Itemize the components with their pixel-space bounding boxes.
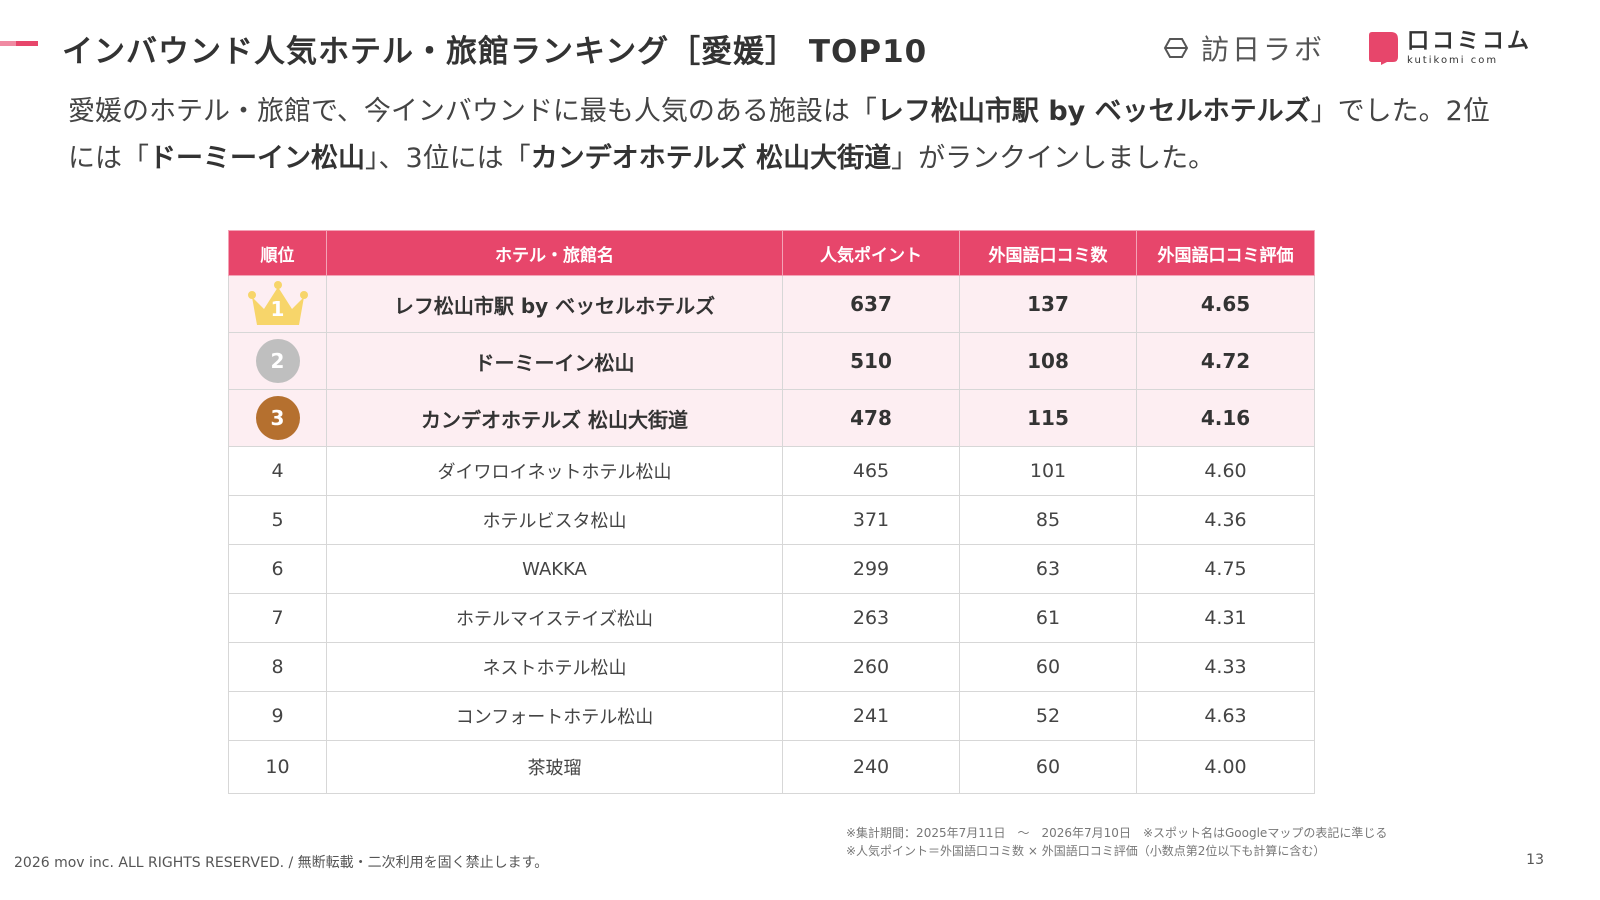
rating-value: 4.36 <box>1136 495 1315 545</box>
table-row: 2 ドーミーイン松山 510 108 4.72 <box>228 332 1315 390</box>
rating-value: 4.65 <box>1136 275 1315 333</box>
table-row: 8 ネストホテル松山 260 60 4.33 <box>228 642 1315 692</box>
hotel-name: ホテルマイステイズ松山 <box>326 593 783 643</box>
points-value: 299 <box>782 544 960 594</box>
header-points: 人気ポイント <box>782 230 960 276</box>
table-row: 10 茶玻瑠 240 60 4.00 <box>228 740 1315 794</box>
table-row: 7 ホテルマイステイズ松山 263 61 4.31 <box>228 593 1315 643</box>
bronze-medal-icon: 3 <box>255 396 300 440</box>
rank-cell: 1 <box>228 275 327 333</box>
reviews-value: 108 <box>959 332 1137 390</box>
ranking-table: 順位 ホテル・旅館名 人気ポイント 外国語口コミ数 外国語口コミ評価 1 レ <box>228 230 1315 794</box>
kuchikomi-com-logo-subtext: kutikomi com <box>1406 54 1499 66</box>
lead-text-1: 愛媛のホテル・旅館で、今インバウンドに最も人気のある施設は「 <box>68 96 877 127</box>
footnote-formula: ※人気ポイント＝外国語口コミ数 × 外国語口コミ評価（小数点第2位以下も計算に含… <box>846 844 1326 858</box>
rating-value: 4.60 <box>1136 446 1315 496</box>
reviews-value: 52 <box>959 691 1137 741</box>
rank-cell: 4 <box>228 446 327 496</box>
reviews-value: 61 <box>959 593 1137 643</box>
page-title: インバウンド人気ホテル・旅館ランキング［愛媛］ TOP10 <box>62 34 928 70</box>
rating-value: 4.33 <box>1136 642 1315 692</box>
lead-hotel-1: レフ松山市駅 by ベッセルホテルズ <box>876 96 1311 127</box>
points-value: 371 <box>782 495 960 545</box>
rank-cell: 3 <box>228 389 327 447</box>
houmon-lab-logo-text: 訪日ラボ <box>1200 33 1325 66</box>
table-row: 6 WAKKA 299 63 4.75 <box>228 544 1315 594</box>
rating-value: 4.72 <box>1136 332 1315 390</box>
table-row: 1 レフ松山市駅 by ベッセルホテルズ 637 137 4.65 <box>228 275 1315 333</box>
rank-cell: 7 <box>228 593 327 643</box>
rating-value: 4.63 <box>1136 691 1315 741</box>
rank-number: 1 <box>270 297 285 321</box>
rating-value: 4.16 <box>1136 389 1315 447</box>
hotel-name: レフ松山市駅 by ベッセルホテルズ <box>326 275 783 333</box>
hotel-name: コンフォートホテル松山 <box>326 691 783 741</box>
table-row: 9 コンフォートホテル松山 241 52 4.63 <box>228 691 1315 741</box>
header-rank: 順位 <box>228 230 327 276</box>
rank-cell: 8 <box>228 642 327 692</box>
reviews-value: 101 <box>959 446 1137 496</box>
kuchikomi-com-logo: 口コミコム kutikomi com <box>1367 28 1532 66</box>
rank-cell: 6 <box>228 544 327 594</box>
rank-cell: 2 <box>228 332 327 390</box>
hotel-name: カンデオホテルズ 松山大街道 <box>326 389 783 447</box>
footnote-period: ※集計期間：2025年7月11日 〜 2026年7月10日 ※スポット名はGoo… <box>846 826 1388 840</box>
header-name: ホテル・旅館名 <box>326 230 783 276</box>
reviews-value: 63 <box>959 544 1137 594</box>
lead-text-3: 」、3位には「 <box>365 143 531 174</box>
table-row: 4 ダイワロイネットホテル松山 465 101 4.60 <box>228 446 1315 496</box>
points-value: 260 <box>782 642 960 692</box>
points-value: 478 <box>782 389 960 447</box>
hotel-name: ダイワロイネットホテル松山 <box>326 446 783 496</box>
rank-cell: 9 <box>228 691 327 741</box>
hotel-name: 茶玻瑠 <box>326 740 783 794</box>
points-value: 637 <box>782 275 960 333</box>
copyright: 2026 mov inc. ALL RIGHTS RESERVED. / 無断転… <box>14 855 549 871</box>
hotel-name: ホテルビスタ松山 <box>326 495 783 545</box>
reviews-value: 60 <box>959 642 1137 692</box>
hotel-name: ドーミーイン松山 <box>326 332 783 390</box>
silver-medal-icon: 2 <box>255 339 300 383</box>
houmon-lab-logo: 訪日ラボ <box>1161 28 1325 68</box>
footnotes: ※集計期間：2025年7月11日 〜 2026年7月10日 ※スポット名はGoo… <box>846 824 1387 860</box>
points-value: 510 <box>782 332 960 390</box>
reviews-value: 60 <box>959 740 1137 794</box>
header-rating: 外国語口コミ評価 <box>1136 230 1315 276</box>
reviews-value: 137 <box>959 275 1137 333</box>
kuchikomi-com-logo-icon <box>1368 32 1398 65</box>
rating-value: 4.00 <box>1136 740 1315 794</box>
page-number: 13 <box>1526 852 1544 868</box>
lead-text-4: 」がランクインしました。 <box>891 143 1216 174</box>
rank-cell: 10 <box>228 740 327 794</box>
rating-value: 4.31 <box>1136 593 1315 643</box>
lead-hotel-3: カンデオホテルズ 松山大街道 <box>530 143 892 174</box>
points-value: 240 <box>782 740 960 794</box>
kuchikomi-com-logo-text: 口コミコム <box>1406 28 1532 54</box>
points-value: 465 <box>782 446 960 496</box>
hotel-name: WAKKA <box>326 544 783 594</box>
table-row: 3 カンデオホテルズ 松山大街道 478 115 4.16 <box>228 389 1315 447</box>
table-row: 5 ホテルビスタ松山 371 85 4.36 <box>228 495 1315 545</box>
reviews-value: 115 <box>959 389 1137 447</box>
crown-icon: 1 <box>246 279 310 329</box>
rating-value: 4.75 <box>1136 544 1315 594</box>
title-accent-bar-light <box>0 41 16 46</box>
points-value: 241 <box>782 691 960 741</box>
houmon-lab-logo-icon <box>1163 38 1189 58</box>
rank-cell: 5 <box>228 495 327 545</box>
table-header-row: 順位 ホテル・旅館名 人気ポイント 外国語口コミ数 外国語口コミ評価 <box>228 230 1315 276</box>
header-reviews: 外国語口コミ数 <box>959 230 1137 276</box>
title-accent-bar <box>0 41 38 46</box>
brand-logos: 訪日ラボ 口コミコム kutikomi com <box>1161 28 1532 68</box>
lead-paragraph: 愛媛のホテル・旅館で、今インバウンドに最も人気のある施設は「レフ松山市駅 by … <box>68 88 1508 182</box>
hotel-name: ネストホテル松山 <box>326 642 783 692</box>
lead-hotel-2: ドーミーイン松山 <box>149 143 365 174</box>
reviews-value: 85 <box>959 495 1137 545</box>
lead-text-2: 」でした。2位には「 <box>68 96 1490 174</box>
points-value: 263 <box>782 593 960 643</box>
